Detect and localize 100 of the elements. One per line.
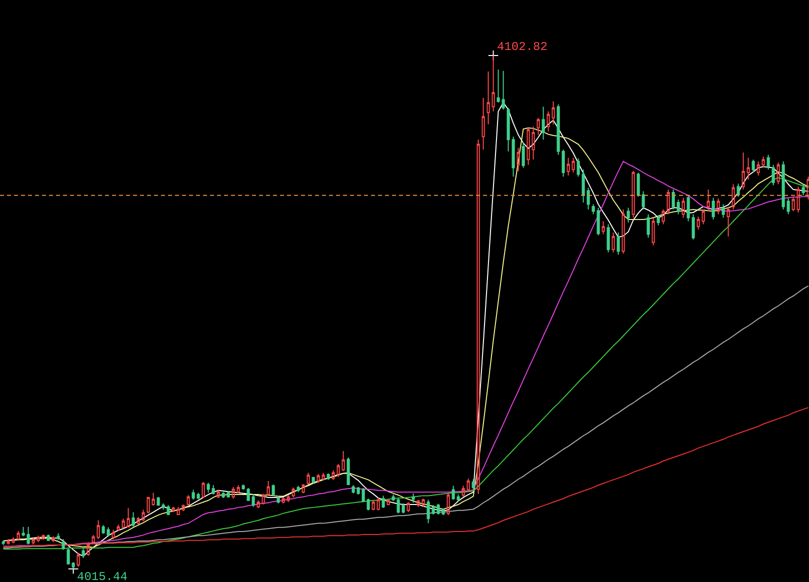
- candlestick: [612, 232, 615, 253]
- candlestick: [736, 183, 740, 198]
- candlestick: [712, 197, 715, 220]
- candlestick: [192, 489, 195, 500]
- candlestick: [392, 494, 395, 502]
- candlestick: [606, 224, 610, 253]
- candlestick: [486, 70, 490, 125]
- candlestick: [662, 209, 665, 225]
- candlestick: [686, 194, 690, 222]
- candlestick: [126, 508, 130, 528]
- candlestick: [122, 518, 125, 530]
- candlestick: [512, 136, 515, 178]
- candlestick: [356, 486, 360, 496]
- candlestick: [482, 97, 485, 150]
- candlestick: [136, 516, 140, 525]
- candlestick: [752, 159, 755, 173]
- candlestick: [786, 198, 790, 215]
- candlestick: [322, 472, 325, 481]
- candlestick: [162, 502, 165, 510]
- candlestick: [422, 498, 425, 508]
- candlestick: [216, 489, 220, 499]
- candlestick: [146, 496, 150, 514]
- candlestick: [452, 485, 455, 500]
- candlestick: [352, 484, 355, 494]
- candlestick: [462, 485, 465, 498]
- candlestick: [236, 484, 240, 494]
- candlestick: [226, 490, 230, 498]
- candlestick: [206, 482, 210, 494]
- candlestick: [766, 154, 770, 170]
- candlestick: [666, 189, 670, 215]
- candlestick: [726, 206, 730, 238]
- candlestick: [432, 504, 435, 515]
- candlestick: [212, 484, 215, 496]
- candlestick: [22, 526, 25, 537]
- candlestick: [296, 485, 300, 493]
- candlestick: [276, 496, 280, 504]
- candlestick: [286, 494, 290, 503]
- candlestick: [426, 499, 430, 524]
- candlestick: [566, 157, 570, 176]
- candlestick: [632, 170, 635, 218]
- candlestick: [586, 187, 590, 210]
- candlestick: [376, 498, 380, 511]
- candlestick: [596, 207, 600, 236]
- candlestick: [46, 534, 50, 542]
- candlestick: [252, 494, 255, 508]
- candlestick: [702, 209, 705, 225]
- candlestick: [776, 162, 780, 185]
- candlestick: [342, 450, 345, 472]
- candlestick: [282, 496, 285, 504]
- candlestick: [242, 484, 245, 490]
- candlestick: [52, 536, 55, 543]
- candlestick: [382, 495, 385, 509]
- candlestick: [346, 457, 350, 486]
- candlestick: [622, 209, 625, 254]
- candlestick: [56, 532, 60, 540]
- candlestick: [272, 484, 275, 496]
- candlestick: [602, 220, 605, 235]
- candlestick: [372, 500, 375, 511]
- candlestick: [316, 473, 320, 484]
- candlestick: [582, 169, 585, 203]
- candlestick: [32, 538, 35, 545]
- candlestick: [536, 117, 540, 136]
- candlestick: [506, 107, 510, 152]
- candlestick: [572, 157, 575, 173]
- candlestick: [676, 199, 680, 215]
- candlestick: [706, 189, 710, 212]
- candlestick: [576, 158, 580, 178]
- candlestick: [172, 506, 175, 513]
- candlestick: [202, 482, 205, 499]
- candlestick: [532, 126, 535, 160]
- candlestick: [112, 529, 115, 540]
- candlestick: [232, 486, 235, 500]
- candlestick: [266, 480, 270, 496]
- candlestick: [652, 218, 655, 246]
- candlestick: [416, 499, 420, 508]
- candlestick: [132, 512, 135, 528]
- candlestick: [292, 486, 295, 498]
- candlestick: [696, 216, 700, 230]
- candlestick: [152, 492, 155, 506]
- candlestick: [186, 494, 190, 506]
- candlestick: [62, 538, 65, 550]
- candlestick: [806, 176, 809, 200]
- candlestick: [312, 476, 315, 484]
- candlestick: [406, 502, 410, 513]
- candlestick: [2, 540, 5, 546]
- candlestick: [792, 196, 795, 212]
- candlestick: [332, 470, 335, 480]
- candlestick: [436, 503, 440, 515]
- candlestick: [722, 204, 725, 218]
- candlestick: [742, 152, 745, 190]
- candlestick: [222, 492, 225, 499]
- candlestick: [26, 526, 30, 545]
- candlestick: [402, 502, 405, 514]
- candlestick: [672, 189, 675, 210]
- candlestick: [102, 524, 105, 534]
- candlestick: [616, 232, 620, 256]
- text: 4102.82: [497, 40, 548, 54]
- candlestick: [16, 530, 20, 540]
- candlestick: [626, 207, 630, 223]
- candlestick: [96, 520, 100, 540]
